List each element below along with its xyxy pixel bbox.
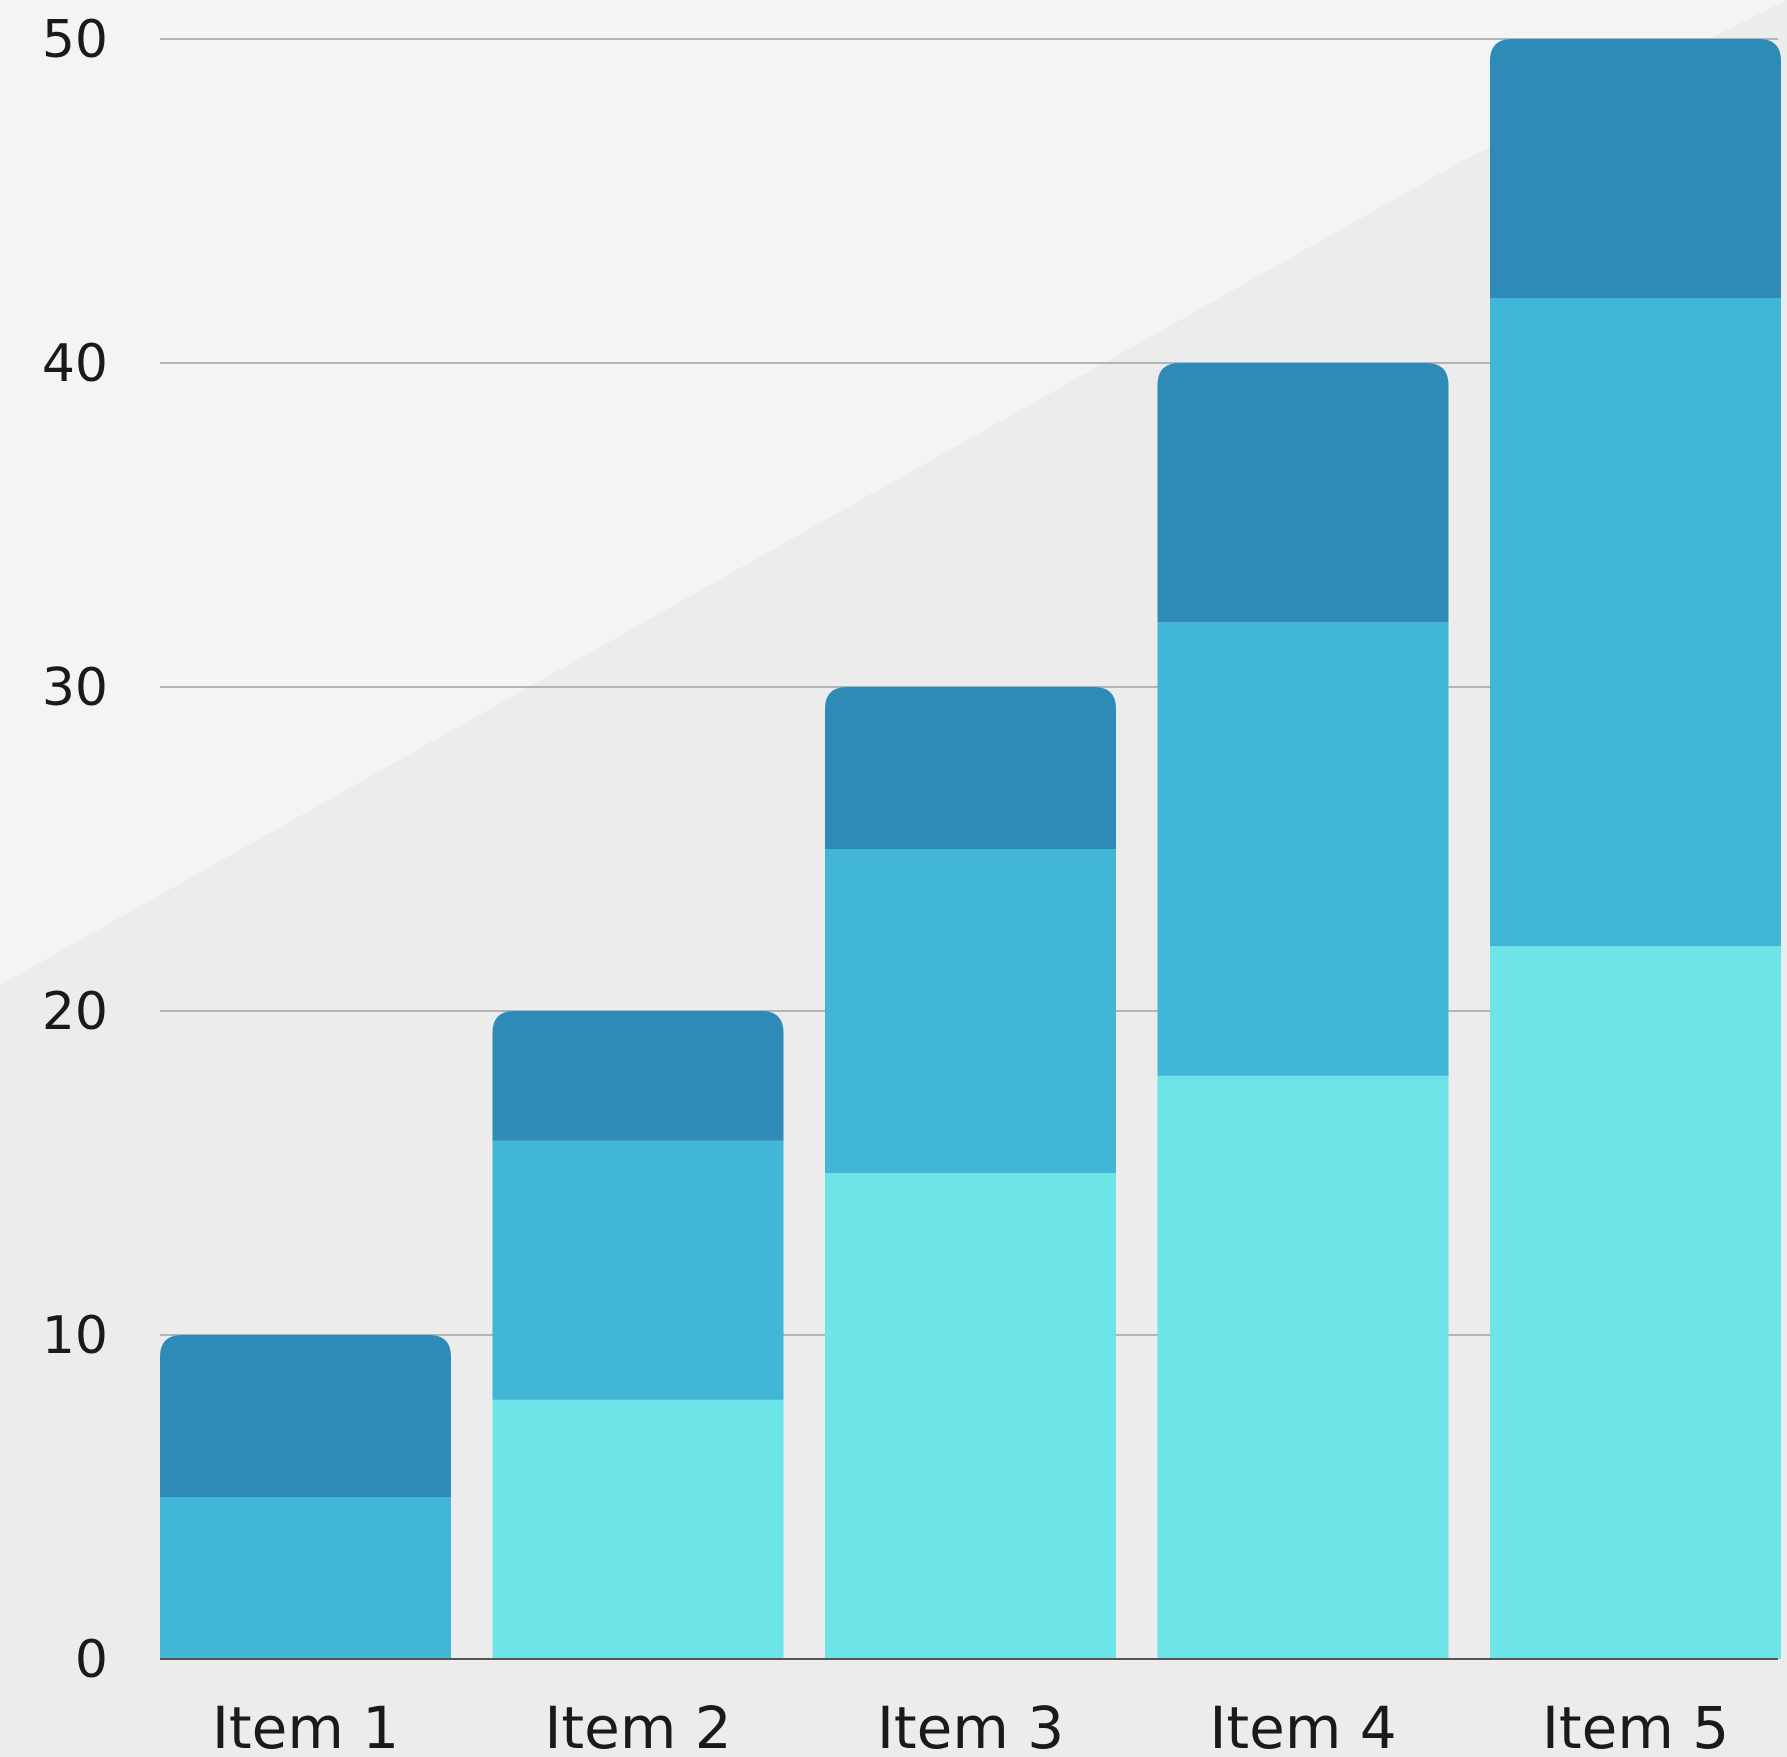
y-tick-label: 10 xyxy=(42,1306,108,1366)
y-tick-label: 0 xyxy=(75,1630,108,1690)
bar-segment xyxy=(1490,39,1781,299)
bar-stack xyxy=(825,687,1116,1659)
bar-segment xyxy=(1157,363,1449,623)
bar-stack xyxy=(1490,39,1781,1659)
x-category-label: Item 5 xyxy=(1542,1694,1729,1757)
x-category-label: Item 3 xyxy=(877,1694,1064,1757)
bar-stack xyxy=(1157,363,1449,1659)
bar-segment xyxy=(825,1173,1116,1659)
y-tick-label: 30 xyxy=(42,658,108,718)
y-tick-label: 50 xyxy=(42,10,108,70)
bar-stack xyxy=(492,1011,784,1659)
bar-stack xyxy=(160,1335,451,1659)
x-category-label: Item 4 xyxy=(1209,1694,1396,1757)
x-axis-category-labels: Item 1 Item 2 Item 3 Item 4 Item 5 xyxy=(212,1694,1729,1757)
x-category-label: Item 2 xyxy=(544,1694,731,1757)
bar-segment xyxy=(1490,298,1781,947)
bar-segment xyxy=(160,1497,451,1659)
y-tick-label: 20 xyxy=(42,982,108,1042)
bar-segment xyxy=(1490,946,1781,1659)
bar-segment xyxy=(492,1399,784,1659)
bar-segment xyxy=(825,687,1116,849)
bar-segment xyxy=(160,1335,451,1497)
bar-segment xyxy=(825,849,1116,1173)
bar-segment xyxy=(1157,1075,1449,1659)
y-tick-label: 40 xyxy=(42,334,108,394)
background-light-region xyxy=(0,0,1787,985)
bar-segment xyxy=(492,1011,784,1141)
bars xyxy=(160,39,1781,1659)
bar-segment xyxy=(492,1140,784,1400)
x-category-label: Item 1 xyxy=(212,1694,399,1757)
y-axis-tick-labels: 0 10 20 30 40 50 xyxy=(42,10,108,1690)
bar-segment xyxy=(1157,622,1449,1076)
